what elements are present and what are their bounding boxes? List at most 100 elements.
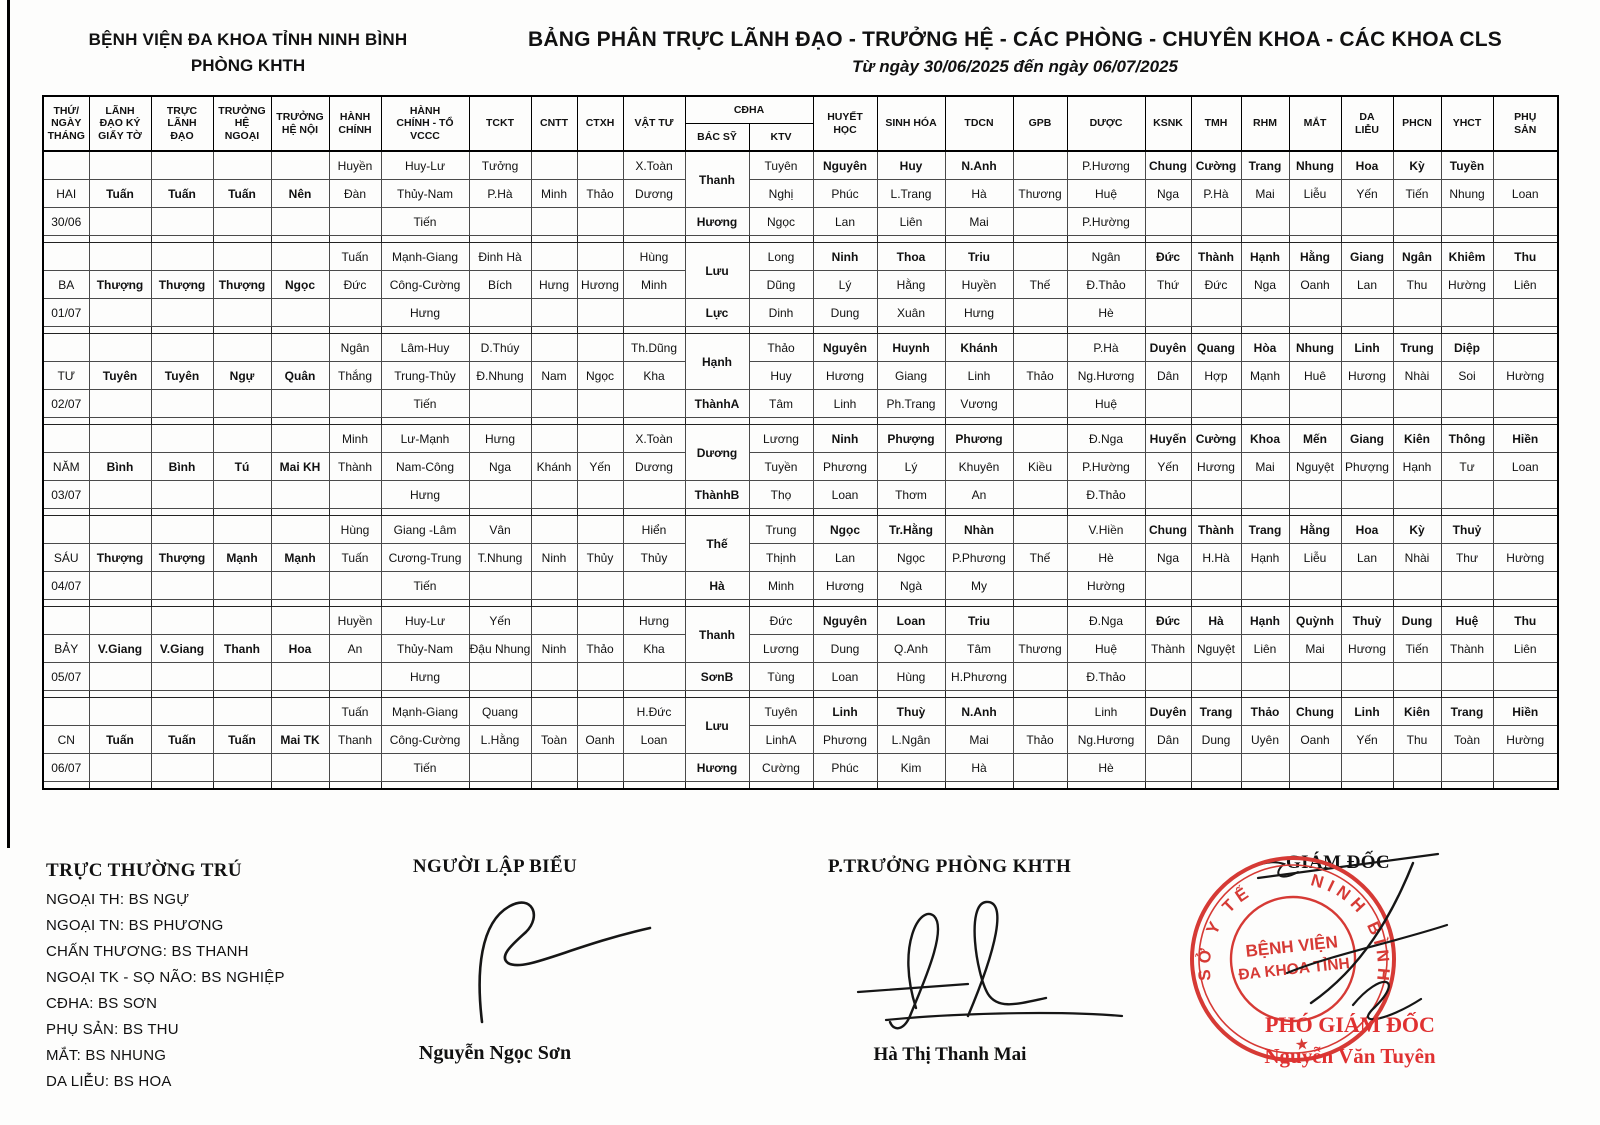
duty-cell-rhm: Hạnh (1240, 242, 1290, 271)
duty-cell-gpb (1012, 207, 1068, 236)
duty-cell-yhct: Thư (1440, 543, 1494, 572)
title-block: BẢNG PHÂN TRỰC LÃNH ĐẠO - TRƯỞNG HỆ - CÁ… (470, 28, 1560, 77)
duty-cell-gpb: Kiều (1012, 452, 1068, 481)
duty-cell-ctxh (576, 662, 624, 691)
duty-cell-cdha_ktv: Minh (748, 571, 814, 600)
duty-cell-phu_san: Hường (1492, 361, 1559, 390)
duty-cell-cdha_ktv: Long (748, 242, 814, 271)
duty-cell-ctxh (576, 333, 624, 362)
duty-cell-sinh_hoa: Ngọc (876, 543, 946, 572)
duty-cell-truc_lanh_dao: Bình (150, 452, 214, 481)
duty-cell-cdha_ktv: Huy (748, 361, 814, 390)
duty-cell-ctxh: Hương (576, 270, 624, 299)
duty-cell-yhct: Tuyền (1440, 150, 1494, 180)
duty-cell-hanh_chinh_vccc: Mạnh-Giang (380, 242, 470, 271)
duty-cell-lanh_dao_ky (88, 571, 152, 600)
duty-cell-sinh_hoa: Liên (876, 207, 946, 236)
duty-cell-tmh: Hương (1190, 452, 1242, 481)
duty-cell-truong_he_noi (270, 697, 330, 726)
resident-oncall-line: CHẤN THƯƠNG: BS THANH (46, 943, 249, 960)
duty-cell-phcn: Nhài (1392, 543, 1442, 572)
duty-cell-sinh_hoa: Hằng (876, 270, 946, 299)
duty-cell-hanh_chinh: Thanh (328, 725, 382, 754)
duty-cell-tmh: Đức (1190, 270, 1242, 299)
duty-cell-da_lieu (1340, 662, 1394, 691)
duty-cell-yhct: Khiêm (1440, 242, 1494, 271)
duty-cell-truong_he_noi: Ngọc (270, 270, 330, 299)
duty-cell-hanh_chinh (328, 480, 382, 509)
duty-cell-truong_he_noi: Mai KH (270, 452, 330, 481)
duty-cell-yhct: Nhung (1440, 179, 1494, 208)
duty-cell-gpb: Thế (1012, 270, 1068, 299)
duty-cell-phu_san (1492, 150, 1559, 180)
duty-cell-cntt: Ninh (530, 543, 578, 572)
duty-cell-lanh_dao_ky: Tuấn (88, 725, 152, 754)
stamp-star: ★ (1294, 1036, 1310, 1054)
duty-cell-truong_he_noi (270, 333, 330, 362)
duty-cell-tmh: H.Hà (1190, 543, 1242, 572)
duty-cell-mat: Nhung (1288, 333, 1342, 362)
duty-cell-cdha_bacsy: Thanh (684, 150, 750, 208)
duty-cell-truong_he_noi (270, 242, 330, 271)
duty-cell-truc_lanh_dao (150, 480, 214, 509)
duty-cell-hanh_chinh (328, 571, 382, 600)
duty-cell-phu_san (1492, 389, 1559, 418)
resident-oncall-block: TRỰC THƯỜNG TRÚ NGOẠI TH: BS NGỰ NGOẠI TN… (46, 860, 406, 1090)
col-header-day: THỨ/ NGÀY THÁNG (42, 95, 90, 152)
duty-cell-hanh_chinh: Huyền (328, 606, 382, 635)
duty-cell-phcn (1392, 298, 1442, 327)
duty-cell-rhm: Mai (1240, 179, 1290, 208)
duty-cell-huyet_hoc: Linh (812, 697, 878, 726)
duty-cell-mat: Liễu (1288, 543, 1342, 572)
resident-oncall-line: CĐHA: BS SƠN (46, 995, 158, 1012)
duty-cell-truong_he_ngoai (212, 298, 272, 327)
duty-cell-phcn: Nhài (1392, 361, 1442, 390)
duty-cell-mat (1288, 298, 1342, 327)
duty-cell-duoc: Đ.Thảo (1066, 662, 1146, 691)
day-cell-spacer (42, 697, 90, 726)
day-label: HAI (42, 179, 90, 208)
duty-cell-lanh_dao_ky (88, 150, 152, 180)
col-header-ksnk: KSNK (1144, 95, 1192, 152)
duty-cell-cdha_ktv: Trung (748, 515, 814, 544)
duty-cell-tmh (1190, 753, 1242, 782)
col-subheader-cdha_ktv: KTV (748, 123, 814, 152)
duty-cell-huyet_hoc: Hương (812, 361, 878, 390)
duty-cell-phcn (1392, 207, 1442, 236)
duty-cell-tckt: D.Thúy (468, 333, 532, 362)
duty-cell-phu_san (1492, 480, 1559, 509)
duty-cell-yhct (1440, 207, 1494, 236)
duty-cell-truong_he_noi (270, 424, 330, 453)
duty-cell-truong_he_noi (270, 753, 330, 782)
row-separator (42, 599, 1559, 607)
duty-cell-da_lieu: Lan (1340, 270, 1394, 299)
duty-cell-da_lieu (1340, 298, 1394, 327)
resident-oncall-list: NGOẠI TH: BS NGỰ NGOẠI TN: BS PHƯƠNG CHẤN … (46, 891, 406, 1090)
duty-cell-vat_tu (622, 662, 686, 691)
duty-cell-duoc: Hè (1066, 298, 1146, 327)
duty-cell-truong_he_noi (270, 571, 330, 600)
duty-cell-truong_he_noi (270, 389, 330, 418)
duty-cell-cdha_bacsy: Hương (684, 207, 750, 236)
duty-cell-tmh (1190, 389, 1242, 418)
duty-cell-tckt: Đậu Nhung (468, 634, 532, 663)
col-header-gpb: GPB (1012, 95, 1068, 152)
duty-cell-ctxh (576, 389, 624, 418)
duty-cell-truong_he_ngoai (212, 606, 272, 635)
col-subheader-cdha_bacsy: BÁC SỸ (684, 123, 750, 152)
duty-cell-vat_tu: Loan (622, 725, 686, 754)
duty-cell-mat (1288, 571, 1342, 600)
duty-cell-tmh: Hợp (1190, 361, 1242, 390)
duty-cell-duoc: Hè (1066, 543, 1146, 572)
duty-cell-hanh_chinh: Thành (328, 452, 382, 481)
duty-cell-mat (1288, 207, 1342, 236)
col-header-phcn: PHCN (1392, 95, 1442, 152)
duty-cell-yhct: Diệp (1440, 333, 1494, 362)
duty-cell-rhm: Mai (1240, 452, 1290, 481)
duty-cell-ctxh (576, 150, 624, 180)
duty-cell-hanh_chinh_vccc: Tiến (380, 207, 470, 236)
col-header-hanh_chinh_vccc: HÀNH CHÍNH - TỔ VCCC (380, 95, 470, 152)
col-header-da_lieu: DA LIỄU (1340, 95, 1394, 152)
duty-cell-tckt: T.Nhung (468, 543, 532, 572)
duty-cell-hanh_chinh: Tuấn (328, 543, 382, 572)
